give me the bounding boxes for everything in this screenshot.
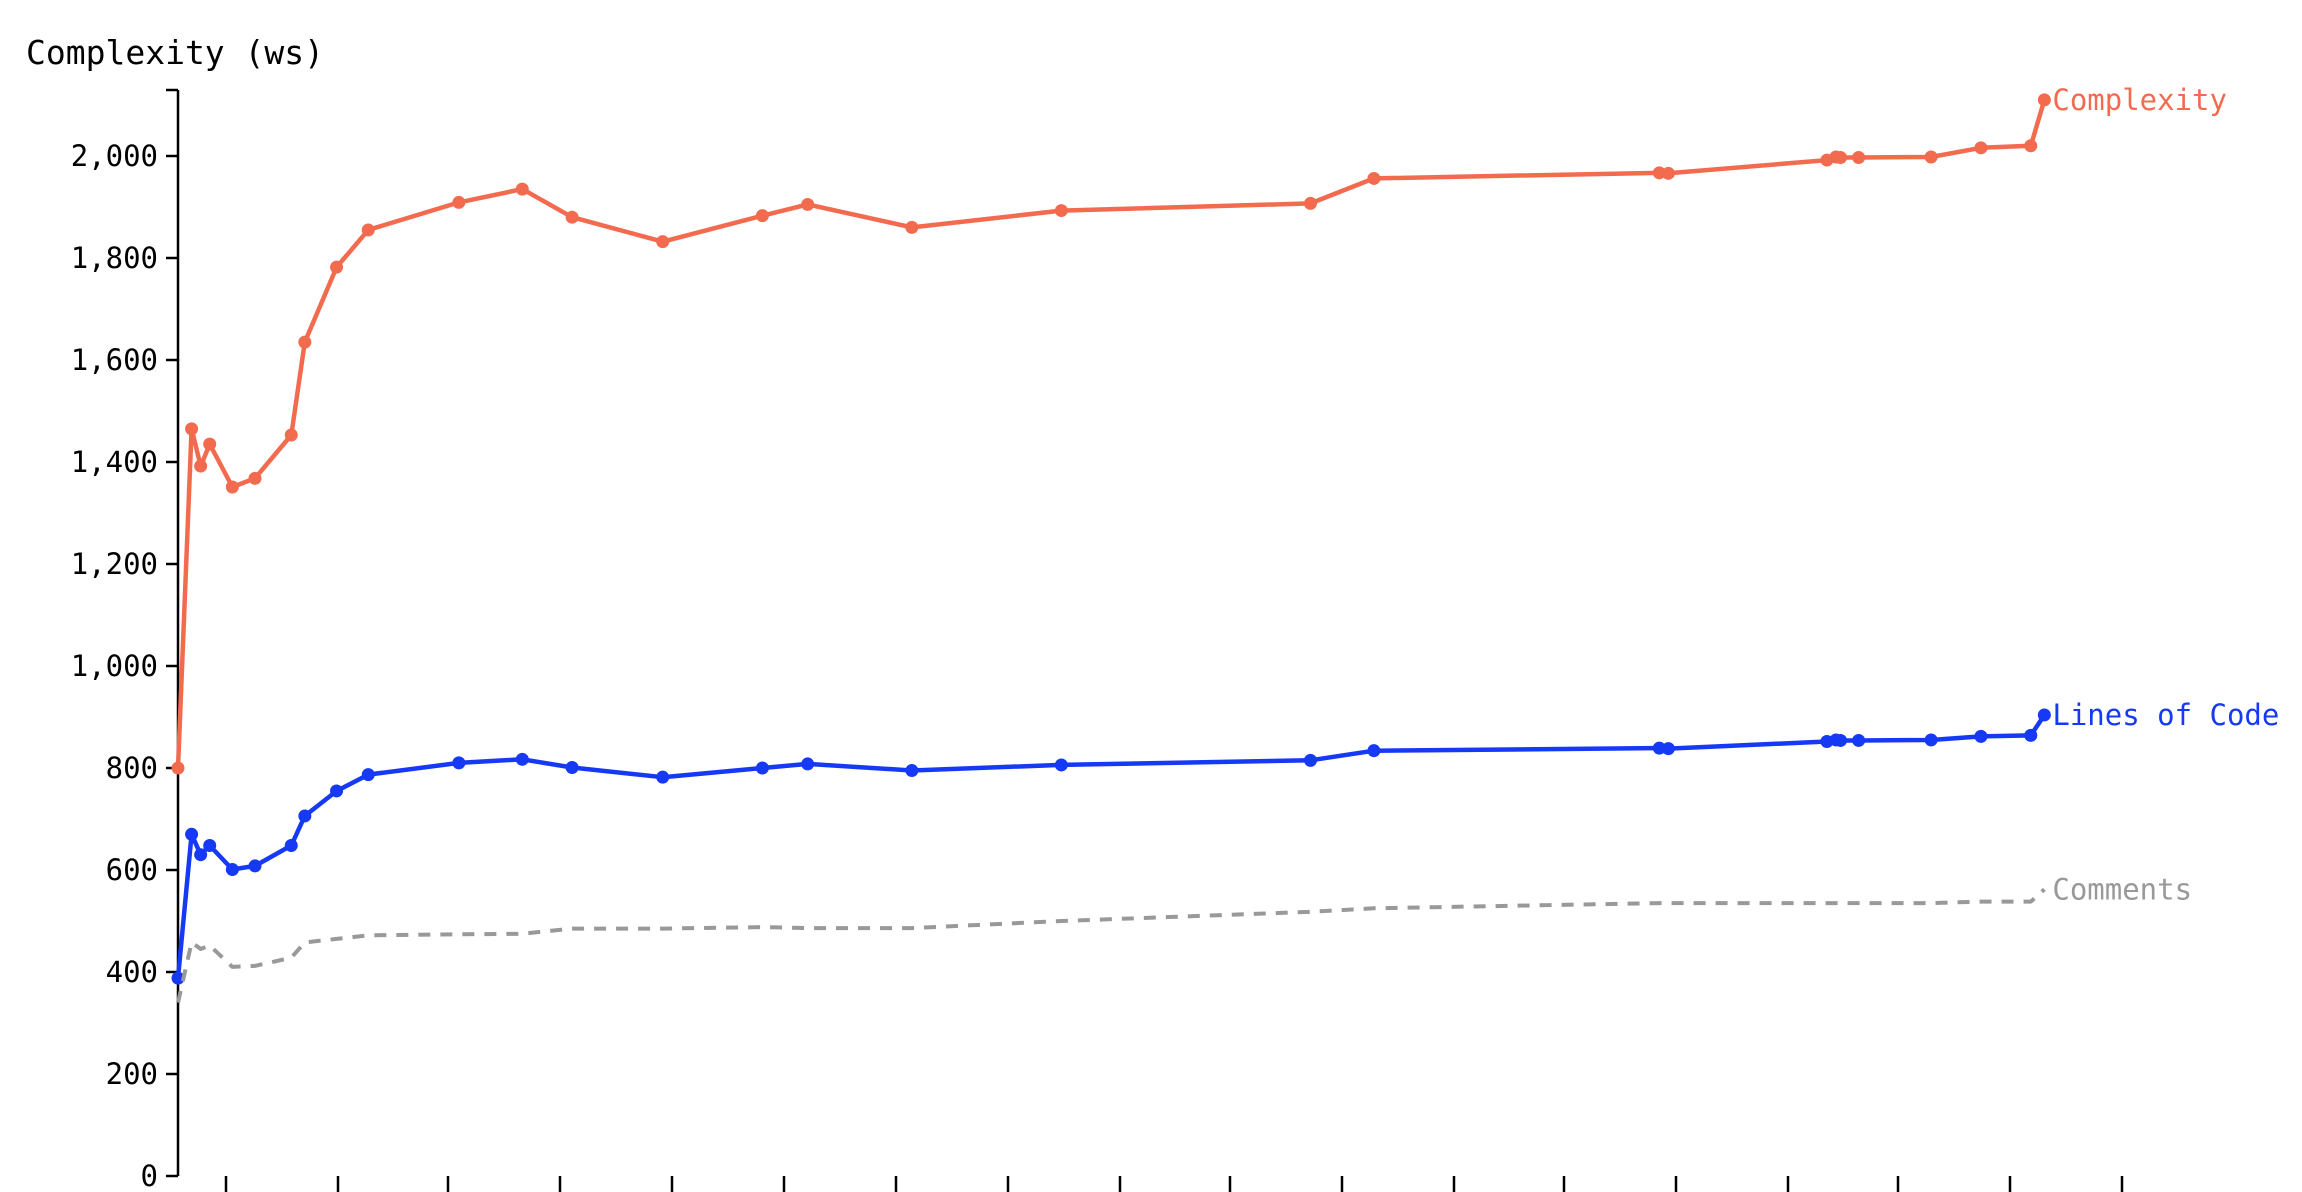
data-point — [203, 839, 217, 853]
data-point — [1852, 151, 1866, 165]
data-point — [656, 770, 670, 784]
y-tick-label: 1,400 — [71, 445, 158, 479]
y-tick-label: 200 — [106, 1057, 158, 1091]
series-line — [175, 712, 2047, 981]
data-point — [755, 209, 769, 223]
data-point — [1924, 150, 1938, 164]
data-point — [248, 471, 262, 485]
x-axis-ticks — [224, 1176, 2124, 1192]
data-point — [330, 784, 344, 798]
data-point — [225, 862, 239, 876]
data-point — [452, 756, 466, 770]
series-label: Lines of Code — [2052, 698, 2279, 732]
data-point — [2037, 93, 2051, 107]
series-comments: Comments — [176, 872, 2192, 1004]
data-point — [171, 971, 185, 985]
data-point — [284, 839, 298, 853]
data-point — [1054, 204, 1068, 218]
data-point — [194, 459, 208, 473]
data-point — [2024, 728, 2038, 742]
data-point — [515, 752, 529, 766]
data-point — [361, 223, 375, 237]
data-point — [194, 848, 208, 862]
data-point — [1834, 151, 1848, 165]
y-tick-label: 800 — [106, 751, 158, 785]
data-point — [565, 210, 579, 224]
data-point — [656, 235, 670, 249]
data-point — [185, 422, 199, 436]
y-tick-label: 400 — [106, 955, 158, 989]
data-point — [755, 761, 769, 775]
y-axis-title: Complexity (ws) — [26, 33, 324, 72]
y-tick-label: 600 — [106, 853, 158, 887]
data-point — [905, 220, 919, 234]
series-label: Comments — [2052, 872, 2192, 906]
data-point — [452, 195, 466, 209]
data-point — [2037, 708, 2051, 722]
data-point — [284, 428, 298, 442]
data-point — [905, 764, 919, 778]
data-point — [801, 757, 815, 771]
data-point — [361, 768, 375, 782]
data-point — [801, 197, 815, 211]
data-point — [1367, 171, 1381, 185]
data-point — [565, 760, 579, 774]
data-point — [2024, 139, 2038, 153]
series-layer: Complexity Lines of Code Comments — [171, 83, 2279, 1004]
data-point — [1974, 729, 1988, 743]
series-complexity: Complexity — [171, 83, 2227, 775]
data-point — [1974, 141, 1988, 155]
data-point — [1304, 753, 1317, 767]
data-point — [1924, 733, 1938, 747]
y-tick-label: 1,600 — [71, 343, 158, 377]
series-label: Complexity — [2052, 83, 2227, 117]
data-point — [1367, 744, 1381, 758]
data-point — [171, 761, 185, 775]
y-tick-label: 2,000 — [71, 139, 158, 173]
data-point — [515, 182, 529, 196]
data-point — [1661, 742, 1675, 756]
series-line — [176, 887, 2046, 1004]
y-axis-ticks: 0 200 400 600 800 1,000 1,200 1,400 1,600 1,800 2,… — [71, 88, 178, 1192]
data-point — [298, 335, 312, 349]
data-point — [330, 260, 344, 274]
data-point — [1834, 733, 1848, 747]
y-tick-label: 0 — [141, 1159, 158, 1192]
data-point — [203, 437, 217, 451]
data-point — [225, 480, 239, 494]
y-tick-label: 1,200 — [71, 547, 158, 581]
data-point — [298, 809, 312, 823]
series-lines-of-code: Lines of Code — [171, 698, 2279, 985]
data-point — [185, 827, 199, 841]
y-tick-label: 1,800 — [71, 241, 158, 275]
data-point — [1852, 733, 1866, 747]
data-point — [1304, 196, 1317, 210]
y-tick-label: 1,000 — [71, 649, 158, 683]
data-point — [1054, 758, 1068, 772]
data-point — [1661, 166, 1675, 180]
data-point — [248, 859, 262, 873]
